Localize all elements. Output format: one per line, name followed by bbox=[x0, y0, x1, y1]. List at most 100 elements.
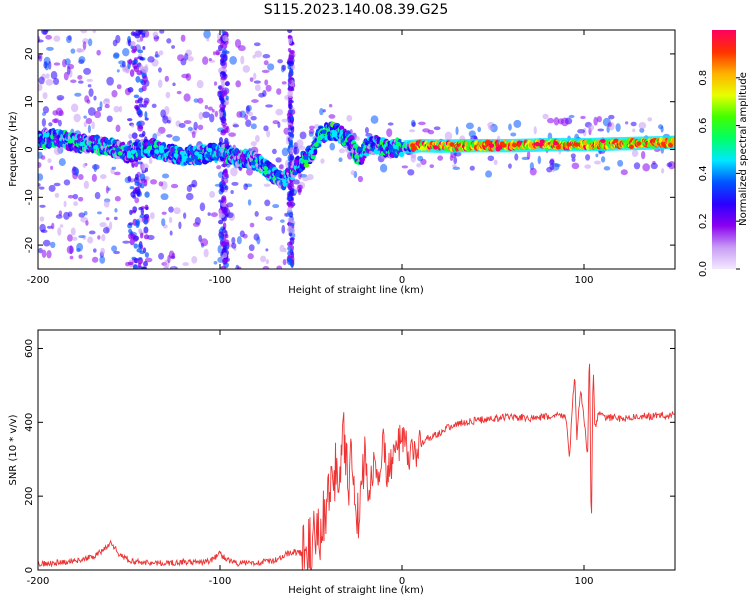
spectrogram-cell bbox=[136, 44, 141, 50]
snr-x-tick-label: 0 bbox=[399, 576, 405, 587]
spectrogram-cell bbox=[225, 173, 229, 178]
spectrogram-cell bbox=[130, 149, 136, 155]
spectrogram-cell bbox=[298, 145, 306, 150]
spectrogram-cell bbox=[288, 132, 294, 138]
snr-y-tick-label: 600 bbox=[24, 339, 35, 358]
spectrogram-cell bbox=[437, 155, 444, 161]
spectrogram-cell bbox=[280, 219, 285, 223]
spectrogram-cell bbox=[139, 232, 144, 239]
spectrogram-cell bbox=[113, 52, 120, 59]
spectrogram-cell bbox=[256, 236, 261, 245]
spectrogram-cell bbox=[303, 154, 309, 160]
spectrogram-cell bbox=[149, 149, 156, 156]
spectrogram-cell bbox=[240, 55, 245, 65]
spectrogram-cell bbox=[38, 76, 45, 85]
spectrogram-cell bbox=[59, 224, 64, 228]
spectrogram-cell bbox=[290, 222, 295, 227]
spectrogram-cell bbox=[70, 227, 76, 236]
spectrogram-cell bbox=[165, 91, 171, 99]
spectrogram-cell bbox=[370, 115, 379, 124]
spectrogram-cell bbox=[263, 277, 267, 281]
spectrogram-cell bbox=[455, 126, 459, 135]
spectrogram-cell bbox=[159, 148, 165, 154]
spectrogram-cell bbox=[143, 218, 149, 225]
spectrogram-cell bbox=[290, 126, 295, 134]
spectrogram-cell bbox=[147, 145, 153, 151]
spectrogram-cell bbox=[387, 122, 394, 126]
spectrogram-cell bbox=[67, 139, 73, 144]
spectrogram-cell bbox=[73, 201, 79, 207]
spectrogram-cell bbox=[170, 183, 179, 189]
spectrogram-cell bbox=[224, 81, 230, 87]
snr-x-tick-label: 100 bbox=[574, 576, 593, 587]
spectrogram-cell bbox=[620, 169, 628, 176]
spectrogram-cell bbox=[667, 142, 673, 148]
spectrogram-cell bbox=[216, 165, 222, 170]
spectrogram-cell bbox=[77, 48, 85, 53]
spectrogram-cell bbox=[328, 104, 333, 108]
spectrogram-cell bbox=[128, 228, 133, 234]
spectrogram-cell bbox=[197, 97, 204, 104]
spectrogram-cell bbox=[133, 235, 140, 241]
spectrogram-cell bbox=[319, 107, 324, 116]
spectrogram-cell bbox=[94, 110, 102, 119]
spectrogram-cell bbox=[320, 158, 325, 164]
spectrogram-cell bbox=[209, 113, 215, 123]
spectrogram-cell bbox=[173, 207, 181, 215]
spectrogram-cell bbox=[249, 77, 254, 83]
spectrogram-cell bbox=[143, 213, 150, 219]
spectrogram-cell bbox=[88, 230, 96, 235]
spectrogram-cell bbox=[228, 132, 236, 137]
spectrogram-cell bbox=[224, 185, 229, 191]
spectrogram-cell bbox=[247, 199, 252, 206]
spectrogram-cell bbox=[236, 111, 243, 118]
spectrogram-cell bbox=[316, 136, 322, 141]
spectrogram-cell bbox=[287, 206, 293, 213]
spectrogram-cell bbox=[411, 146, 417, 151]
spectrogram-cell bbox=[600, 138, 606, 144]
spectrogram-cell bbox=[289, 241, 293, 246]
spectrogram-cell bbox=[220, 90, 226, 98]
spectrogram-cell bbox=[47, 158, 52, 164]
spectrogram-cell bbox=[78, 212, 86, 218]
spectrogram-cell bbox=[392, 144, 398, 150]
spectrogram-cell bbox=[106, 115, 113, 123]
spectrogram-cell bbox=[133, 66, 138, 70]
spectrogram-cell bbox=[127, 59, 133, 64]
spectrogram-cell bbox=[242, 270, 248, 278]
spectrogram-cell bbox=[281, 178, 287, 184]
spectrogram-cell bbox=[137, 56, 143, 60]
spectrogram-cell bbox=[293, 179, 300, 185]
spectrogram-cell bbox=[147, 56, 155, 63]
spectrogram-cell bbox=[293, 146, 297, 155]
spectrogram-cell bbox=[38, 183, 41, 187]
spectrogram-cell bbox=[346, 114, 353, 122]
spectrogram-cell bbox=[85, 220, 89, 226]
spectrogram-cell bbox=[141, 85, 147, 92]
spectrogram-cell bbox=[171, 266, 175, 269]
spectrogram-cell bbox=[130, 31, 136, 36]
spectrogram-cell bbox=[127, 261, 134, 266]
spectrogram-cell bbox=[166, 134, 173, 138]
spectrogram-cell bbox=[281, 147, 289, 157]
spectrogram-cell bbox=[67, 194, 74, 199]
spectrogram-cell bbox=[287, 226, 293, 233]
spectrogram-cell bbox=[416, 163, 422, 168]
spectrogram-cell bbox=[287, 35, 293, 39]
spectrogram-cell bbox=[282, 258, 287, 266]
spectrogram-cell bbox=[69, 255, 74, 260]
spectrogram-cell bbox=[202, 111, 210, 119]
spectrogram-cell bbox=[296, 155, 300, 161]
spectrogram-cell bbox=[111, 166, 117, 170]
spectrogram-cell bbox=[139, 214, 146, 219]
spectrogram-x-tick-label: 100 bbox=[574, 275, 593, 286]
spectrogram-cell bbox=[277, 59, 283, 64]
spectrogram-cell bbox=[388, 145, 394, 150]
spectrogram-cell bbox=[136, 109, 143, 115]
spectrogram-cell bbox=[191, 179, 198, 188]
spectrogram-cell bbox=[571, 157, 576, 162]
spectrogram-cell bbox=[398, 151, 405, 158]
spectrogram-cell bbox=[133, 94, 140, 99]
spectrogram-cell bbox=[135, 76, 141, 83]
spectrogram-cell bbox=[214, 110, 219, 118]
